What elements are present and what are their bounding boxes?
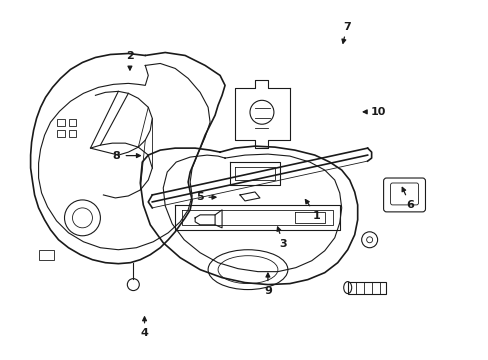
Text: 10: 10: [363, 107, 386, 117]
Text: 9: 9: [264, 273, 271, 296]
Bar: [68, 130, 76, 137]
Text: 2: 2: [126, 51, 134, 70]
Text: 1: 1: [305, 199, 320, 221]
Text: 8: 8: [113, 150, 140, 161]
Text: 6: 6: [401, 188, 413, 210]
Text: 4: 4: [141, 317, 148, 338]
Bar: [39, 250, 53, 260]
Bar: [68, 119, 76, 126]
Text: 5: 5: [195, 192, 216, 202]
Text: 3: 3: [277, 227, 287, 249]
Text: 7: 7: [341, 22, 350, 43]
Bar: [347, 282, 385, 293]
Bar: [57, 130, 64, 137]
Bar: [57, 119, 64, 126]
